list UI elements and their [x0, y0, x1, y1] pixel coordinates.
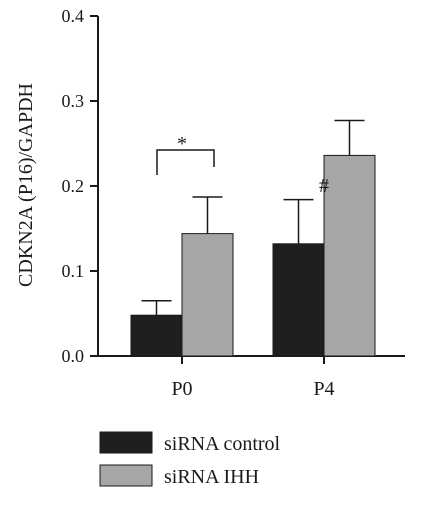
- bar-p0-series-1: [130, 314, 183, 357]
- x-axis-categories: P0 P4: [171, 356, 335, 400]
- y-tick-label: 0.1: [62, 261, 85, 281]
- y-axis-label: CDKN2A (P16)/GAPDH: [15, 83, 37, 287]
- y-tick-label: 0.3: [62, 91, 85, 111]
- y-axis-ticks: 0.0 0.1 0.2 0.3 0.4: [62, 6, 98, 366]
- legend-label: siRNA control: [164, 433, 281, 455]
- legend-swatch: [99, 431, 153, 454]
- y-tick-label: 0.0: [62, 346, 85, 366]
- y-tick-label: 0.2: [62, 176, 85, 196]
- legend: siRNA control siRNA IHH: [99, 431, 281, 488]
- legend-swatch: [99, 464, 153, 487]
- bar-p0-series-2: [181, 233, 234, 357]
- p4-hash-mark: #: [319, 175, 329, 197]
- bar-p4-series-1: [272, 243, 325, 357]
- significance-star: *: [177, 133, 187, 155]
- x-category-label: P4: [313, 378, 334, 400]
- bars-group: [130, 154, 376, 357]
- x-category-label: P0: [171, 378, 192, 400]
- y-tick-label: 0.4: [62, 6, 85, 26]
- legend-label: siRNA IHH: [164, 466, 259, 488]
- error-bars-group: [141, 119, 365, 316]
- significance-bracket: [156, 149, 215, 175]
- bar-p4-series-2: [323, 154, 376, 357]
